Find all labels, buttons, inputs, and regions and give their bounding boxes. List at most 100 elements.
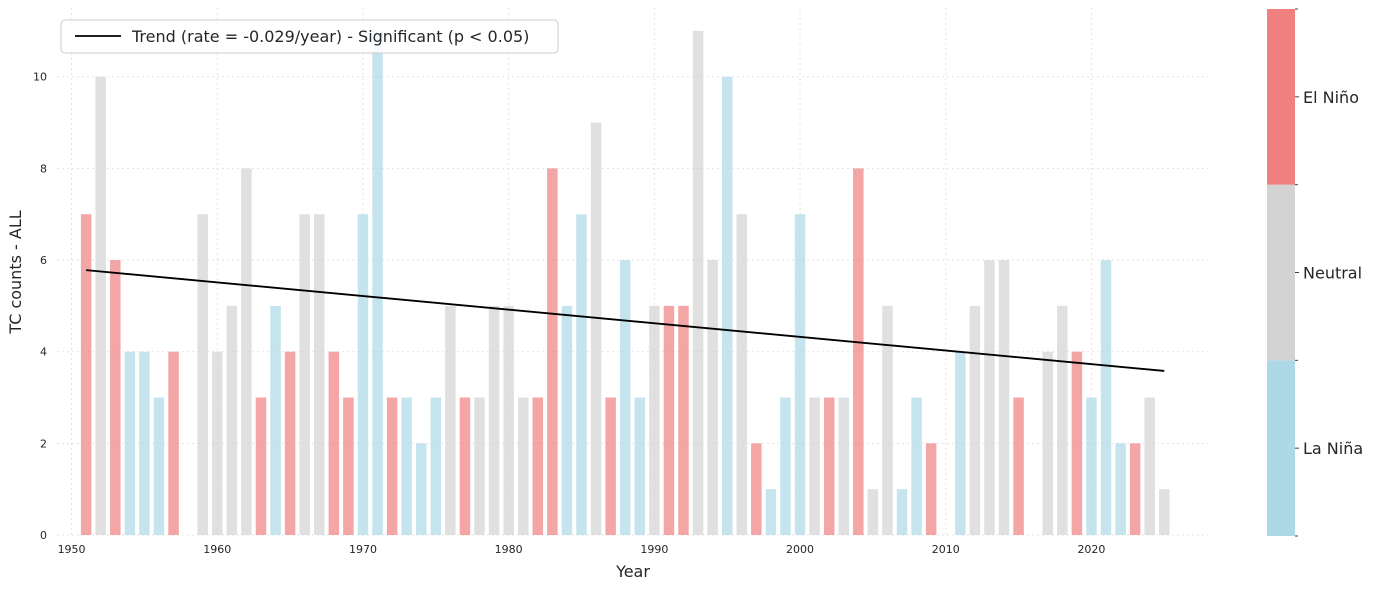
- bar-2013: [984, 260, 995, 535]
- bar-1961: [226, 305, 238, 535]
- bar-2009: [925, 443, 937, 535]
- bar-2001: [809, 397, 820, 535]
- bar-1976: [445, 305, 456, 535]
- bar-1964: [270, 305, 281, 535]
- bar-2015: [1013, 397, 1024, 535]
- y-axis-ticks: 0 2 4 6 8 10: [33, 71, 47, 542]
- bar-1984: [561, 305, 573, 535]
- bar-1986: [590, 122, 602, 535]
- bar-1979: [488, 305, 500, 535]
- bar-1978: [474, 397, 485, 535]
- bar-2014: [998, 260, 1010, 535]
- y-tick-label: 0: [40, 529, 47, 542]
- colorbar-label: Neutral: [1303, 264, 1362, 283]
- trend-layer: [86, 269, 1165, 372]
- colorbar-label: La Niña: [1303, 439, 1363, 458]
- trend-line: [86, 269, 1165, 372]
- bar-2002: [823, 397, 835, 535]
- bar-1985: [576, 214, 587, 535]
- y-tick-label: 6: [40, 254, 47, 267]
- bar-1991: [663, 305, 675, 535]
- y-axis-label: TC counts - ALL: [6, 210, 25, 334]
- colorbar-segment-N: [1267, 184, 1295, 361]
- bar-1977: [459, 397, 471, 535]
- bar-1960: [212, 351, 223, 535]
- bar-2005: [867, 489, 879, 535]
- bar-1955: [139, 351, 150, 535]
- bar-2006: [882, 305, 893, 535]
- bar-1988: [619, 260, 631, 535]
- bar-1973: [401, 397, 412, 535]
- bar-2004: [853, 168, 864, 536]
- bar-2017: [1042, 351, 1053, 535]
- bar-1959: [197, 214, 208, 535]
- bar-2021: [1100, 260, 1112, 535]
- bar-1983: [547, 168, 558, 536]
- bar-1953: [110, 260, 121, 535]
- bar-1974: [415, 443, 427, 535]
- bar-2023: [1129, 443, 1141, 535]
- bar-1971: [372, 30, 383, 535]
- bar-1987: [605, 397, 616, 535]
- x-tick-label: 1960: [203, 543, 231, 556]
- colorbar: La Niña Neutral El Niño: [1267, 8, 1363, 537]
- x-tick-label: 2000: [786, 543, 814, 556]
- y-tick-label: 4: [40, 346, 47, 359]
- x-tick-label: 1980: [495, 543, 523, 556]
- bar-1966: [299, 214, 310, 535]
- y-tick-label: 2: [40, 437, 47, 450]
- bars: [80, 30, 1170, 536]
- bar-2003: [838, 397, 850, 535]
- bar-1972: [386, 397, 398, 535]
- bar-1996: [736, 214, 748, 535]
- bar-1995: [721, 76, 733, 535]
- bar-1969: [343, 397, 354, 535]
- bar-1954: [124, 351, 136, 535]
- bar-1951: [80, 214, 92, 535]
- x-tick-label: 2010: [932, 543, 960, 556]
- x-tick-label: 1970: [349, 543, 377, 556]
- bar-1956: [153, 397, 165, 535]
- x-tick-label: 1990: [640, 543, 668, 556]
- bar-1994: [707, 260, 718, 535]
- colorbar-label: El Niño: [1303, 88, 1359, 107]
- bar-1982: [532, 397, 544, 535]
- bar-2024: [1144, 397, 1155, 535]
- bar-1990: [649, 305, 660, 535]
- bar-1998: [765, 489, 777, 535]
- legend: Trend (rate = -0.029/year) - Significant…: [60, 19, 559, 54]
- bar-1981: [517, 397, 529, 535]
- bar-2018: [1057, 305, 1068, 535]
- x-tick-label: 1950: [58, 543, 86, 556]
- bar-1967: [314, 214, 325, 535]
- bar-2022: [1115, 443, 1126, 535]
- bar-2011: [955, 351, 966, 535]
- bar-2000: [794, 214, 806, 535]
- bar-1968: [328, 351, 340, 535]
- bar-1957: [168, 351, 179, 535]
- bar-1963: [255, 397, 267, 535]
- bar-1952: [95, 76, 106, 535]
- bar-1970: [357, 214, 369, 535]
- legend-box: [60, 19, 559, 54]
- bar-2012: [969, 305, 981, 535]
- bar-1999: [780, 397, 791, 535]
- x-tick-label: 2020: [1077, 543, 1105, 556]
- bar-2019: [1071, 351, 1083, 535]
- bar-1965: [284, 351, 296, 535]
- bar-1980: [503, 305, 514, 535]
- y-tick-label: 10: [33, 71, 47, 84]
- bar-1997: [751, 443, 762, 535]
- bar-2007: [896, 489, 908, 535]
- bar-2008: [911, 397, 922, 535]
- x-axis-label: Year: [615, 562, 650, 581]
- bar-1975: [430, 397, 442, 535]
- bar-1989: [634, 397, 646, 535]
- x-axis-ticks: 1950 1960 1970 1980 1990 2000 2010 2020: [58, 543, 1106, 556]
- colorbar-segment-L: [1267, 360, 1295, 536]
- bar-1992: [678, 305, 689, 535]
- colorbar-segment-E: [1267, 9, 1295, 185]
- bar-2025: [1159, 489, 1170, 535]
